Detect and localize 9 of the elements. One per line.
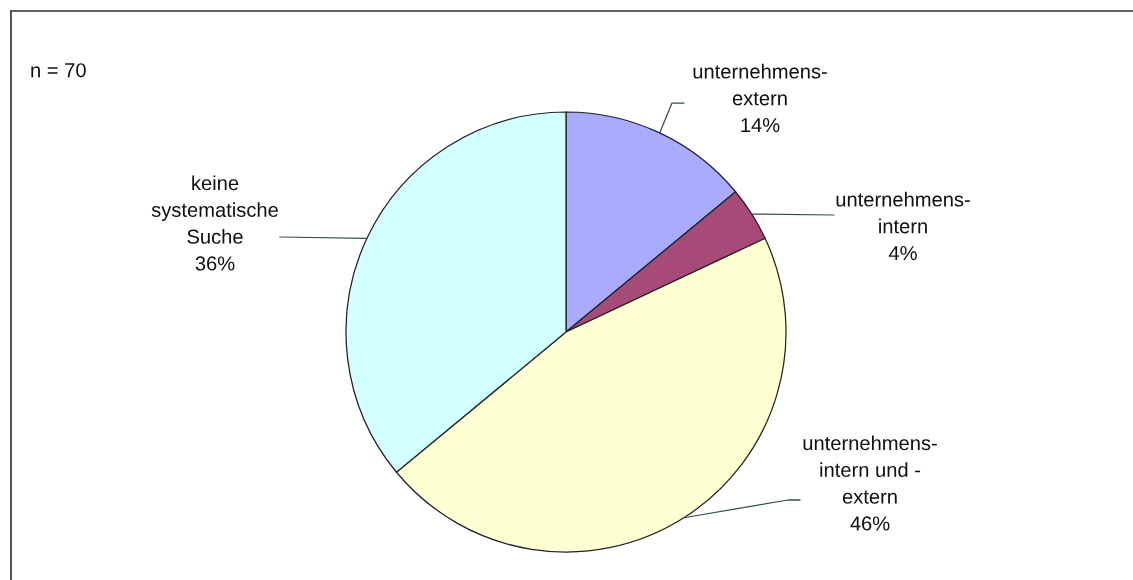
data-label: 36% — [195, 256, 235, 271]
data-label: 14% — [741, 118, 780, 133]
slice-label: unternehmens- intern — [836, 191, 970, 234]
slice-label: unternehmens- intern und - extern — [803, 435, 937, 504]
slice-label: unternehmens- extern — [693, 63, 827, 106]
data-label: 4% — [888, 246, 917, 261]
text: n = 70 — [31, 63, 86, 78]
slice-label: keine systematische Suche — [151, 175, 278, 244]
data-label: 46% — [850, 516, 890, 531]
